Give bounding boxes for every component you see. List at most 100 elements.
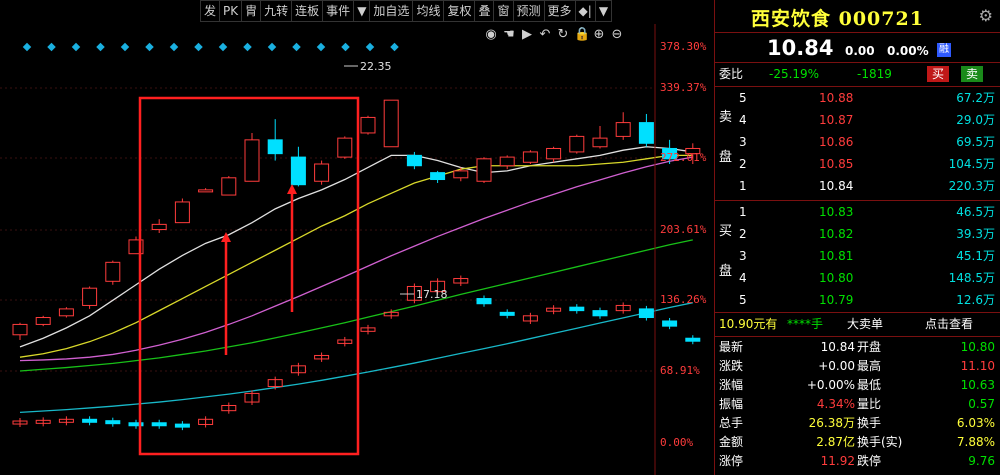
toolbar-button-9[interactable]: 复权 [444,1,476,21]
book-price: 10.84 [819,179,854,193]
candle-body [267,139,283,155]
candle-body [82,287,98,306]
stat-label: 最高 [857,359,882,373]
kline-chart[interactable]: 22.35 17.18 [0,0,714,475]
stats-row: 涨跌 +0.00 最高 11.10 [715,356,1000,376]
candle-body [638,122,654,144]
book-row[interactable]: 1 10.84 220.3万 [715,176,1000,196]
stat-value: 10.63 [960,378,995,392]
lower-candle-body [12,420,28,425]
toolbar-button-3[interactable]: 九转 [261,1,293,21]
price-percent: 0.00% [887,44,929,58]
lower-candle-body [290,365,306,374]
signal-diamond [145,42,154,52]
lower-candle-body [151,422,167,427]
signal-diamond [365,42,375,52]
toolbar-button-6[interactable]: ▼ [354,1,371,21]
toolbar-button-8[interactable]: 均线 [413,1,445,21]
stock-name-code: 西安饮食 000721 [751,8,924,30]
stat-label: 涨跌 [719,359,744,373]
book-volume: 12.6万 [956,293,995,307]
candle-body [244,139,260,182]
stat-value: 11.10 [960,359,995,373]
toolbar-button-2[interactable]: 胄 [242,1,262,21]
book-row[interactable]: 4 10.87 29.0万 [715,110,1000,130]
stat-label: 跌停 [857,454,882,468]
lock-icon[interactable]: 🔒 [574,27,591,42]
lower-candle-body [406,285,422,301]
toolbar-button-4[interactable]: 连板 [292,1,324,21]
toolbar-button-14[interactable]: ◆| [576,1,596,21]
lower-candle-body [58,418,74,423]
stat-value: +0.00% [806,378,855,392]
book-level: 2 [739,157,747,171]
book-row[interactable]: 2 10.85 104.5万 [715,154,1000,174]
stat-value: 7.88% [956,435,995,449]
arrow-icon [287,184,297,194]
toolbar-button-15[interactable]: ▼ [598,4,609,18]
axis-label: 339.37% [660,81,707,94]
book-level: 5 [739,91,747,105]
chart-toolbar: 发 PK 胄九转 连板 事件 ▼ 加自选 均线 复权叠窗预测 更多 ◆| ▼ [200,0,613,22]
book-price: 10.87 [819,113,854,127]
book-row[interactable]: 3 10.86 69.5万 [715,132,1000,152]
toolbar-button-13[interactable]: 更多 [545,1,576,21]
signal-diamond [47,42,56,52]
zoom-out-icon[interactable]: ⊖ [611,27,623,42]
book-price: 10.80 [819,271,854,285]
gear-icon[interactable]: ⚙ [978,6,993,25]
chart-icon-bar: ◉ ☚ ▶ ↶ ↻ 🔒 ⊕ ⊖ [484,27,624,42]
lower-candle-body [476,298,492,305]
zoom-in-icon[interactable]: ⊕ [593,27,605,42]
book-row[interactable]: 2 10.82 39.3万 [715,224,1000,244]
refresh-icon[interactable]: ↻ [557,27,569,42]
signal-diamond [194,42,203,52]
candle-body [592,137,608,148]
undo-icon[interactable]: ↶ [539,27,551,42]
stat-value: 0.57 [968,397,995,411]
book-volume: 69.5万 [956,135,995,149]
candle-body [35,317,51,325]
axis-label: 203.61% [660,223,707,236]
toolbar-button-11[interactable]: 窗 [494,1,514,21]
eye-icon[interactable]: ◉ [485,27,497,42]
toolbar-button-12[interactable]: 预测 [514,1,545,21]
book-side-label: 盘 [719,264,733,279]
candle-body [499,156,515,167]
lower-candle-body [314,354,330,360]
sell-button[interactable]: 卖 [961,66,983,82]
book-level: 5 [739,293,747,307]
book-row[interactable]: 1 10.83 46.5万 [715,202,1000,222]
book-level: 3 [739,249,747,263]
book-volume: 46.5万 [956,205,995,219]
book-row[interactable]: 5 10.88 67.2万 [715,88,1000,108]
stock-title-bar: 西安饮食 000721 ⚙ [715,0,1000,32]
toolbar-button-10[interactable]: 叠 [475,1,495,21]
weibi-label: 委比 [719,67,744,81]
buy-button[interactable]: 买 [927,66,949,82]
stat-value: 10.84 [820,340,855,354]
book-price: 10.79 [819,293,854,307]
play-icon[interactable]: ▶ [522,27,532,42]
stat-value: 26.38万 [808,416,855,430]
big-order-row[interactable]: 10.90元有 ****手 大卖单 点击查看 [715,314,1000,334]
lower-candle-body [685,337,701,342]
lower-candle-body [198,418,214,425]
book-level: 2 [739,227,747,241]
book-row[interactable]: 4 10.80 148.5万 [715,268,1000,288]
book-row[interactable]: 3 10.81 45.1万 [715,246,1000,266]
book-volume: 148.5万 [948,271,995,285]
stat-value: 9.76 [968,454,995,468]
hand-icon[interactable]: ☚ [503,27,515,42]
toolbar-button-1[interactable]: PK [220,1,243,21]
toolbar-button-5[interactable]: 事件 [323,1,355,21]
lower-candle-body [546,307,562,312]
book-row[interactable]: 5 10.79 12.6万 [715,290,1000,310]
toolbar-button-7[interactable]: 加自选 [370,1,414,21]
toolbar-button-0[interactable]: 发 [201,1,221,21]
margin-badge: 融 [937,43,951,57]
stat-value: 2.87亿 [816,435,855,449]
stat-label: 量比 [857,397,882,411]
book-volume: 29.0万 [956,113,995,127]
big-order-link[interactable]: 点击查看 [925,317,974,331]
